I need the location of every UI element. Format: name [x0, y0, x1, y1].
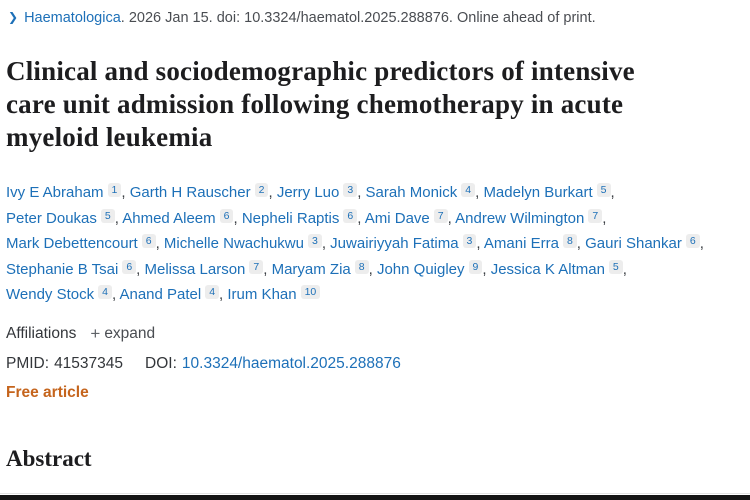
affiliations-row: Affiliations + expand — [6, 324, 740, 344]
affiliation-superscript[interactable]: 8 — [562, 234, 577, 248]
doi-link[interactable]: 10.3324/haematol.2025.288876 — [181, 354, 401, 372]
affiliation-superscript[interactable]: 8 — [354, 259, 369, 274]
citation-text: . 2026 Jan 15. doi: 10.3324/haematol.202… — [120, 10, 596, 26]
author-separator: , — [447, 209, 456, 227]
author-link[interactable]: Melissa Larson — [144, 260, 246, 278]
author-link[interactable]: Mark Debettencourt — [6, 235, 138, 252]
affiliation-superscript[interactable]: 6 — [685, 234, 700, 248]
author-link[interactable]: Jerry Luo — [276, 184, 340, 201]
affiliations-label: Affiliations — [6, 324, 77, 342]
author-separator: , — [357, 184, 366, 201]
author-separator: , — [699, 235, 704, 252]
author-link[interactable]: Juwairiyyah Fatima — [330, 235, 459, 252]
affiliation-superscript[interactable]: 4 — [205, 285, 220, 299]
author-link[interactable]: Michelle Nwachukwu — [163, 235, 304, 252]
affiliations-expand-button[interactable]: + expand — [90, 324, 155, 344]
identifiers-row: PMID: 41537345 DOI: 10.3324/haematol.2025.2… — [6, 355, 740, 373]
pmid-value: 41537345 — [54, 354, 124, 372]
journal-link[interactable]: Haematologica — [24, 10, 121, 26]
affiliation-superscript[interactable]: 7 — [433, 208, 448, 223]
journal-citation-bar: ❯ Haematologica. 2026 Jan 15. doi: 10.332… — [6, 8, 740, 28]
author-link[interactable]: Amani Erra — [483, 235, 559, 252]
affiliation-superscript[interactable]: 5 — [596, 183, 611, 197]
author-separator: , — [321, 235, 331, 252]
expand-label: expand — [104, 324, 156, 342]
author-link[interactable]: Ivy E Abraham — [6, 184, 104, 201]
affiliation-superscript[interactable]: 4 — [98, 285, 112, 299]
bottom-bar — [0, 495, 750, 500]
affiliation-superscript[interactable]: 6 — [219, 208, 234, 223]
affiliation-superscript[interactable]: 6 — [343, 208, 358, 223]
author-separator: , — [357, 209, 365, 227]
author-separator: , — [111, 286, 120, 303]
author-separator: , — [263, 260, 272, 278]
pmid-label: PMID: — [6, 354, 50, 372]
author-line: Ivy E Abraham 1, Garth H Rauscher 2, Jerry… — [6, 180, 740, 206]
author-separator: , — [610, 184, 615, 201]
author-link[interactable]: Garth H Rauscher — [129, 184, 251, 201]
affiliation-superscript[interactable]: 7 — [588, 208, 603, 223]
affiliation-superscript[interactable]: 6 — [141, 234, 156, 248]
author-link[interactable]: Jessica K Altman — [490, 260, 605, 278]
author-link[interactable]: John Quigley — [376, 260, 465, 278]
author-separator: , — [219, 286, 228, 303]
free-article-badge: Free article — [6, 383, 89, 401]
author-separator: , — [233, 209, 242, 227]
author-separator: , — [475, 184, 484, 201]
affiliation-superscript[interactable]: 7 — [249, 259, 264, 274]
author-link[interactable]: Ami Dave — [364, 209, 430, 227]
abstract-heading: Abstract — [6, 445, 92, 471]
author-link[interactable]: Stephanie B Tsai — [6, 260, 119, 278]
author-separator: , — [121, 184, 130, 201]
author-separator: , — [368, 260, 377, 278]
bottom-hairline-divider — [0, 493, 750, 494]
authors-list: Ivy E Abraham 1, Garth H Rauscher 2, Jerry… — [6, 180, 740, 308]
affiliation-superscript[interactable]: 4 — [461, 183, 476, 197]
affiliation-superscript[interactable]: 3 — [343, 183, 358, 197]
affiliation-superscript[interactable]: 3 — [462, 234, 477, 248]
author-link[interactable]: Irum Khan — [227, 286, 297, 303]
author-link[interactable]: Anand Patel — [119, 286, 202, 303]
doi-label: DOI: — [145, 354, 177, 372]
author-line: Peter Doukas 5, Ahmed Aleem 6, Nepheli Rap… — [6, 206, 740, 232]
affiliation-superscript[interactable]: 9 — [468, 259, 483, 274]
affiliation-superscript[interactable]: 5 — [608, 259, 623, 274]
affiliation-superscript[interactable]: 1 — [107, 183, 122, 197]
author-link[interactable]: Gauri Shankar — [585, 235, 682, 252]
author-line: Wendy Stock 4, Anand Patel 4, Irum Khan 10 — [6, 282, 740, 308]
affiliation-superscript[interactable]: 6 — [122, 259, 137, 274]
chevron-right-icon: ❯ — [8, 10, 19, 24]
plus-icon: + — [90, 323, 101, 343]
author-line: Stephanie B Tsai 6, Melissa Larson 7, Mary… — [6, 257, 740, 283]
author-link[interactable]: Maryam Zia — [271, 260, 351, 278]
author-separator: , — [155, 235, 164, 252]
affiliation-superscript[interactable]: 2 — [254, 183, 269, 197]
author-link[interactable]: Ahmed Aleem — [122, 209, 216, 227]
affiliation-superscript[interactable]: 3 — [307, 234, 322, 248]
article-title: Clinical and sociodemographic predictors… — [6, 56, 635, 152]
affiliation-superscript[interactable]: 10 — [300, 285, 321, 299]
author-separator: , — [576, 235, 586, 252]
author-separator: , — [602, 209, 607, 227]
author-separator: , — [482, 260, 491, 278]
affiliation-superscript[interactable]: 5 — [100, 208, 115, 223]
author-line: Mark Debettencourt 6, Michelle Nwachukwu 3… — [6, 231, 740, 257]
author-link[interactable]: Peter Doukas — [6, 209, 97, 227]
author-link[interactable]: Madelyn Burkart — [483, 184, 593, 201]
author-separator: , — [622, 260, 627, 278]
author-separator: , — [476, 235, 484, 252]
author-link[interactable]: Andrew Wilmington — [455, 209, 585, 227]
author-separator: , — [136, 260, 145, 278]
author-separator: , — [268, 184, 277, 201]
author-link[interactable]: Nepheli Raptis — [241, 209, 340, 227]
author-link[interactable]: Sarah Monick — [365, 184, 458, 201]
author-link[interactable]: Wendy Stock — [6, 286, 95, 303]
author-separator: , — [114, 209, 123, 227]
